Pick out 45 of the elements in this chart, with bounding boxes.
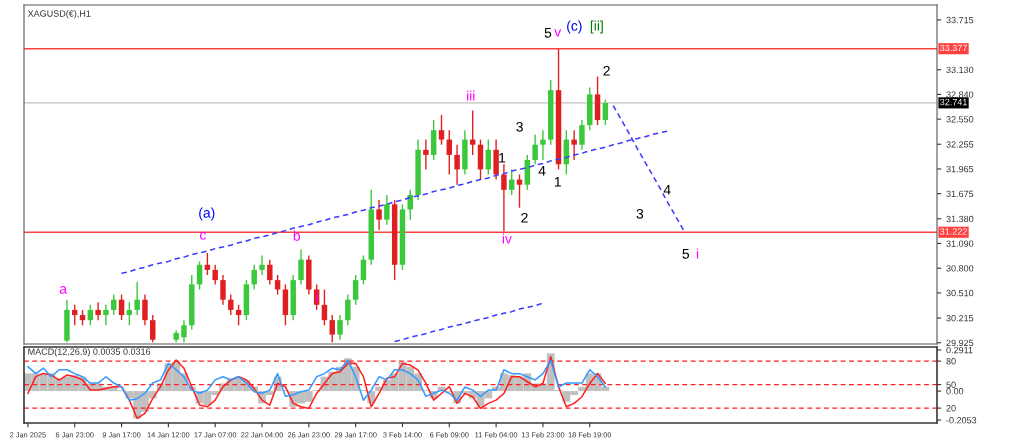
- y2-tick-label: 20: [946, 405, 956, 412]
- y-tick-label: 33.130: [946, 66, 974, 74]
- y-tick-label: 32.840: [946, 91, 974, 98]
- annotation: (c): [567, 20, 582, 34]
- annotation: v: [554, 29, 562, 37]
- y-tick-label: 29.925: [946, 339, 974, 347]
- y-tick-label: 30.215: [946, 314, 974, 322]
- annotation: 4: [538, 166, 546, 176]
- annotation: i: [316, 291, 318, 302]
- text: XAGUSD(€),H1: [27, 10, 91, 19]
- annotation: 1: [499, 153, 506, 163]
- annotation: 2: [521, 212, 528, 223]
- annotation: 5: [544, 28, 552, 38]
- y-tick-label: 0.2911: [946, 346, 973, 354]
- annotation: iv: [502, 233, 512, 244]
- annotation: c: [200, 232, 206, 240]
- annotation: [ii]: [590, 20, 603, 34]
- y-tick-label: 32.255: [946, 141, 974, 148]
- annotation: i: [696, 248, 699, 259]
- annotation: iii: [467, 90, 475, 101]
- y-tick-label: 30.800: [946, 265, 974, 272]
- y-tick-label: 33.715: [946, 16, 974, 24]
- annotation: (a): [199, 207, 215, 221]
- annotation: 3: [516, 121, 523, 132]
- ref-line-label: 33.377: [940, 44, 967, 52]
- ref-line-label: 32.741: [940, 98, 967, 106]
- annotation: 5: [682, 249, 690, 259]
- annotation: 3: [636, 208, 644, 219]
- chart-title: MACD(12,26,9) 0.0035 0.0316: [28, 348, 151, 357]
- annotation: b: [293, 230, 301, 241]
- y2-tick-label: 50: [946, 381, 956, 388]
- y-tick-label: 30.510: [946, 289, 974, 297]
- y2-tick-label: 80: [946, 358, 956, 365]
- y-tick-label: 0.00: [946, 388, 964, 395]
- y-tick-label: 31.090: [946, 240, 974, 247]
- y-tick-label: -0.2053: [946, 417, 977, 424]
- y-tick-label: 31.380: [946, 215, 974, 223]
- y-tick-label: 32.550: [946, 116, 974, 123]
- annotation: a: [59, 286, 67, 294]
- annotation: 4: [663, 185, 671, 195]
- annotation: 2: [603, 65, 610, 76]
- annotation: 1: [554, 177, 561, 187]
- ref-line-label: 31.222: [940, 228, 967, 235]
- y-tick-label: 31.965: [946, 165, 974, 173]
- y-tick-label: 31.675: [946, 190, 974, 198]
